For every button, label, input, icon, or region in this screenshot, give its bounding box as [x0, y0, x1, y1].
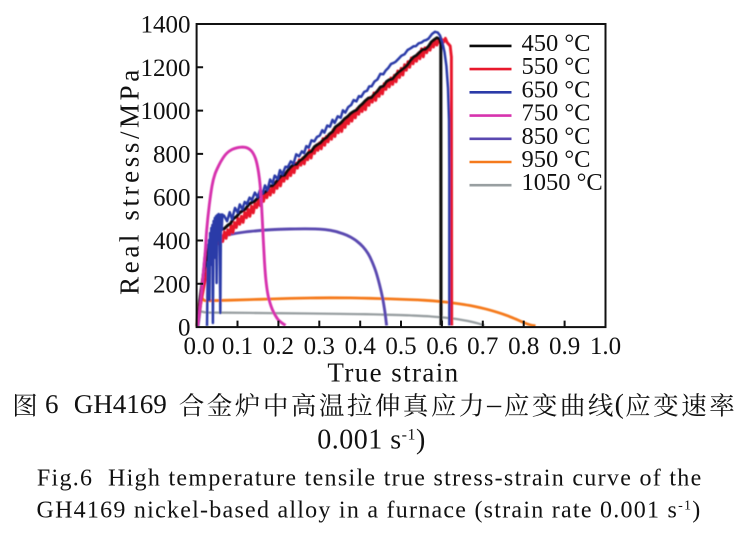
- svg-text:True strain: True strain: [327, 358, 459, 388]
- svg-text:1200: 1200: [141, 55, 191, 82]
- svg-text:0.2: 0.2: [263, 333, 294, 360]
- svg-text:550 °C: 550 °C: [522, 53, 591, 80]
- svg-text:Fig.6 High temperature tensil: Fig.6 High temperature tensile true stre…: [37, 465, 703, 491]
- svg-text:0.1: 0.1: [222, 333, 253, 360]
- svg-text:1000: 1000: [141, 98, 191, 125]
- svg-text:650 °C: 650 °C: [522, 76, 591, 103]
- svg-text:450 °C: 450 °C: [522, 30, 591, 57]
- svg-text:950 °C: 950 °C: [522, 146, 591, 173]
- svg-text:1050 °C: 1050 °C: [522, 169, 603, 196]
- svg-text:850 °C: 850 °C: [522, 123, 591, 150]
- svg-text:1.0: 1.0: [590, 333, 621, 360]
- svg-text:0.4: 0.4: [345, 333, 377, 360]
- svg-text:0.8: 0.8: [508, 333, 539, 360]
- svg-text:0.3: 0.3: [304, 333, 335, 360]
- svg-text:0.5: 0.5: [385, 333, 416, 360]
- svg-text:1400: 1400: [141, 12, 191, 39]
- svg-text:0.7: 0.7: [467, 333, 498, 360]
- svg-text:0: 0: [178, 315, 191, 342]
- svg-text:800: 800: [153, 141, 191, 168]
- svg-text:Real stress/MPa: Real stress/MPa: [114, 66, 144, 295]
- svg-text:200: 200: [153, 271, 191, 298]
- svg-text:400: 400: [153, 228, 191, 255]
- svg-text:600: 600: [153, 185, 191, 212]
- svg-text:0.6: 0.6: [426, 333, 457, 360]
- svg-text:0.0: 0.0: [183, 333, 214, 360]
- svg-text:750 °C: 750 °C: [522, 100, 591, 127]
- svg-text:GH4169 nickel-based alloy in a: GH4169 nickel-based alloy in a furnace (…: [37, 497, 702, 523]
- svg-text:0.9: 0.9: [549, 333, 580, 360]
